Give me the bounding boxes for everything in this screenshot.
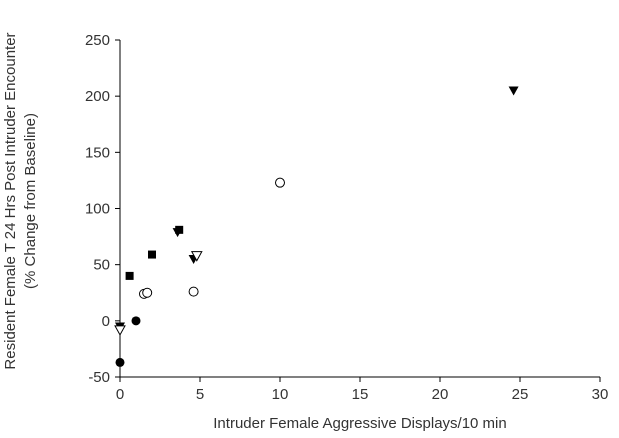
filled-circle-point xyxy=(131,316,141,326)
x-axis-label: Intruder Female Aggressive Displays/10 m… xyxy=(213,415,506,432)
x-tick-label: 10 xyxy=(272,386,289,403)
filled-triangle-down-point xyxy=(508,86,519,96)
y-axis-label-line2: (% Change from Baseline) xyxy=(22,113,39,289)
y-tick-label: 0 xyxy=(102,313,110,330)
x-tick-label: 5 xyxy=(196,386,204,403)
y-tick-label: 150 xyxy=(85,144,110,161)
x-tick-label: 20 xyxy=(432,386,449,403)
y-tick-label: 100 xyxy=(85,201,110,218)
y-tick-label: 200 xyxy=(85,88,110,105)
x-tick-label: 0 xyxy=(116,386,124,403)
filled-square-point xyxy=(125,271,134,280)
open-circle-point xyxy=(275,177,285,188)
y-axis-label-line1: Resident Female T 24 Hrs Post Intruder E… xyxy=(2,32,19,369)
x-tick-label: 15 xyxy=(352,386,369,403)
open-circle-point xyxy=(188,286,199,297)
y-tick-label: 50 xyxy=(93,257,110,274)
ticks: -50 0 50 100 150 200 250 0 5 10 15 20 25 30 xyxy=(85,32,608,403)
open-triangle-down-point xyxy=(190,251,203,262)
open-triangle-down-point xyxy=(114,325,126,336)
y-tick-label: -50 xyxy=(88,369,110,386)
filled-square-point xyxy=(148,250,156,259)
axes xyxy=(119,40,600,378)
x-tick-label: 25 xyxy=(512,386,529,403)
filled-triangle-down-point xyxy=(172,228,183,238)
data-points xyxy=(114,86,519,367)
x-tick-label: 30 xyxy=(592,386,609,403)
y-tick-label: 250 xyxy=(85,32,110,49)
filled-circle-point xyxy=(115,357,125,367)
open-circle-point xyxy=(142,287,153,298)
